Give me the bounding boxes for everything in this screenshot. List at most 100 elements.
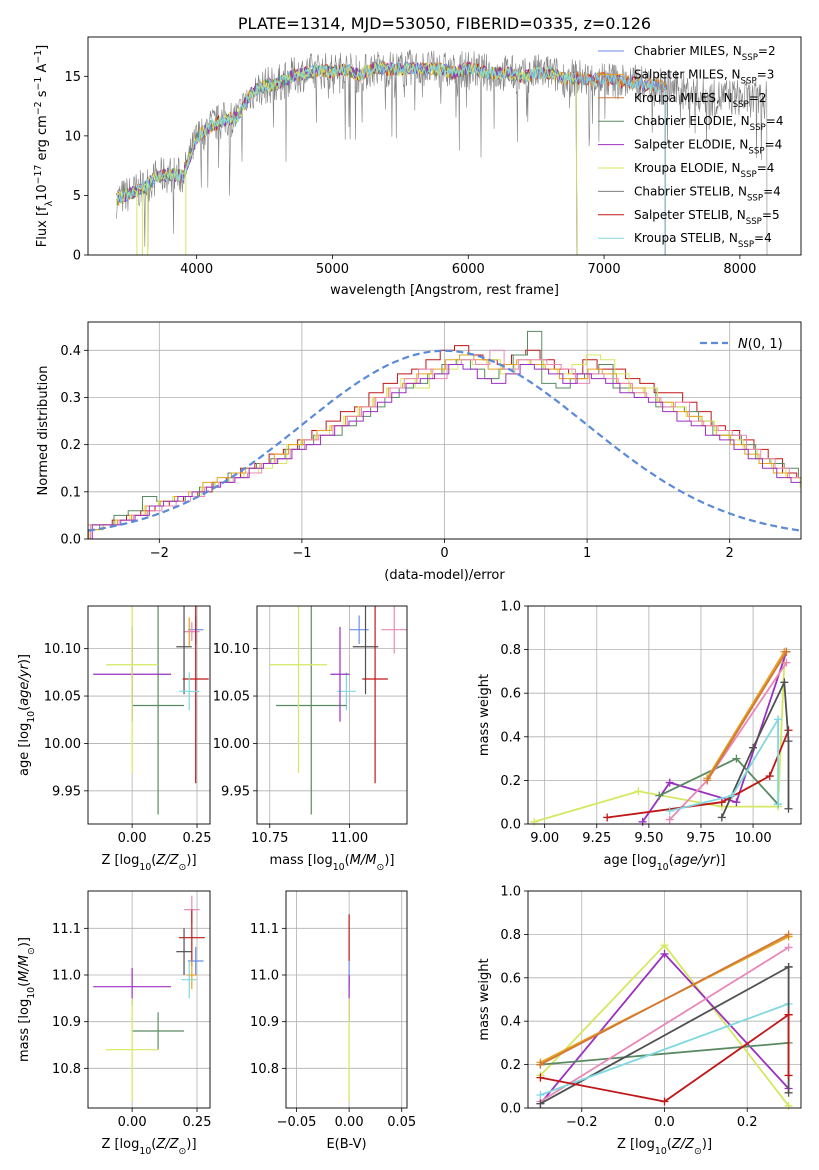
x-tick-label: 0.25 — [183, 831, 212, 846]
label-part: 10 — [657, 862, 669, 873]
legend-entry: Salpeter ELODIE, NSSP=4 — [634, 138, 782, 157]
x-tick-label: 1 — [583, 546, 591, 561]
weight-marker — [732, 754, 741, 763]
label-part: 10 — [35, 184, 50, 201]
axes-frame — [87, 36, 802, 256]
massweight-vs-Z-panel: −0.2 0.0 0.2 0.0 0.2 0.4 0.6 0.8 1.0 Z [log10(Z/Z… — [477, 885, 802, 1157]
y-tick-label: 0.3 — [60, 391, 81, 406]
weight-marker — [784, 930, 793, 939]
y-axis-label: age [log10(age/yr)] — [17, 654, 37, 776]
label-part: =4 — [765, 138, 783, 152]
label-part: SSP — [750, 123, 766, 133]
x-tick-label: 0.2 — [737, 1115, 758, 1130]
y-tick-label: 15 — [64, 70, 81, 85]
age-vs-mass-panel: 10.75 11.00 9.95 10.00 10.05 10.10 mass [log10… — [213, 605, 408, 873]
weight-marker — [665, 806, 674, 815]
x-axis-label: wavelength [Angstrom, rest frame] — [330, 283, 559, 298]
legend-entry: Chabrier MILES, NSSP=2 — [634, 44, 776, 63]
axes-frame — [527, 605, 802, 825]
y-tick-label: 11.0 — [250, 969, 279, 984]
weight-marker — [749, 743, 758, 752]
x-tick-label: 0.00 — [118, 831, 147, 846]
spectrum-line — [116, 61, 666, 255]
legend-entry: Salpeter STELIB, NSSP=5 — [634, 208, 780, 227]
label-part: ( — [345, 853, 350, 868]
weight-marker — [784, 1010, 793, 1019]
label-part: (0, 1) — [748, 337, 783, 352]
weight-marker — [530, 817, 539, 826]
spectrum-line — [116, 61, 666, 255]
label-part: ( — [667, 1137, 672, 1152]
x-tick-label: 5000 — [316, 262, 349, 277]
label-part: ( — [17, 706, 32, 711]
y-tick-label: 0.0 — [500, 818, 521, 833]
axes-frame — [87, 321, 802, 540]
weight-series — [539, 946, 790, 1103]
x-tick-label: 2 — [726, 546, 734, 561]
weight-series — [706, 651, 786, 779]
weight-marker — [665, 815, 674, 824]
y-axis-label: Flux [fλ10−17 erg cm−2 s−1 A−1] — [33, 45, 55, 247]
label-part: )] — [17, 654, 32, 664]
label-part: =4 — [766, 114, 784, 128]
x-axis-label: (data-model)/error — [384, 568, 505, 583]
y-tick-label: 9.95 — [221, 784, 250, 799]
x-tick-label: −1 — [292, 546, 311, 561]
label-part: =3 — [757, 67, 775, 81]
x-tick-label: 0.00 — [335, 1115, 364, 1130]
weight-marker — [765, 772, 774, 781]
x-tick-label: 11.00 — [331, 831, 368, 846]
weight-series — [706, 651, 788, 781]
label-part: =2 — [749, 91, 767, 105]
label-part: ( — [17, 982, 32, 987]
label-part: Z/Z — [671, 1137, 695, 1152]
label-part: s — [35, 90, 50, 101]
label-part: Chabrier STELIB, N — [634, 184, 747, 198]
label-part: )] — [186, 853, 196, 868]
label-part: SSP — [733, 100, 749, 110]
weight-marker — [784, 737, 793, 746]
label-part: SSP — [738, 240, 754, 250]
weight-marker — [782, 658, 791, 667]
spectrum-line — [116, 61, 666, 255]
weight-marker — [728, 791, 737, 800]
label-part: M/M — [350, 853, 377, 868]
weight-marker — [603, 813, 612, 822]
weight-marker — [536, 1090, 545, 1099]
label-part: −17 — [33, 165, 44, 185]
x-axis-label: E(B-V) — [326, 1137, 366, 1152]
weight-marker — [660, 941, 669, 950]
histogram-series — [88, 345, 801, 526]
x-axis-label: Z [log10(Z/Z⊙)] — [101, 1137, 196, 1157]
weight-marker — [665, 778, 674, 787]
x-tick-label: −0.05 — [277, 1115, 317, 1130]
x-tick-label: 0.25 — [183, 1115, 212, 1130]
label-part: 10 — [26, 987, 37, 999]
massweight-vs-age-panel: 9.00 9.25 9.50 9.75 10.00 0.0 0.2 0.4 0.6 0.8 1.0 a… — [477, 600, 802, 873]
legend-entry: Kroupa STELIB, NSSP=4 — [634, 231, 772, 250]
label-part: =4 — [754, 231, 772, 245]
weight-series — [641, 651, 788, 823]
axes-frame — [285, 890, 408, 1109]
label-part: Kroupa STELIB, N — [634, 231, 738, 245]
label-part: )] — [702, 1137, 712, 1152]
y-tick-label: 10.05 — [44, 690, 81, 705]
label-part: −1 — [33, 50, 44, 64]
y-tick-label: 10.00 — [213, 737, 250, 752]
label-part: Salpeter ELODIE, N — [634, 138, 748, 152]
weight-marker — [784, 943, 793, 952]
y-tick-label: 1.0 — [500, 600, 521, 615]
x-tick-label: 9.25 — [582, 831, 611, 846]
label-part: Z/Z — [155, 1137, 179, 1152]
x-tick-label: 10.75 — [251, 831, 288, 846]
y-axis-label: mass [log10(M/M⊙)] — [17, 937, 37, 1062]
label-part: −2 — [33, 101, 44, 115]
weight-marker — [774, 715, 783, 724]
label-part: mass [log — [17, 999, 32, 1062]
weight-marker — [784, 1088, 793, 1097]
weight-marker — [784, 1101, 793, 1110]
label-part: SSP — [741, 170, 757, 180]
label-part: ( — [151, 1137, 156, 1152]
weight-marker — [536, 1073, 545, 1082]
